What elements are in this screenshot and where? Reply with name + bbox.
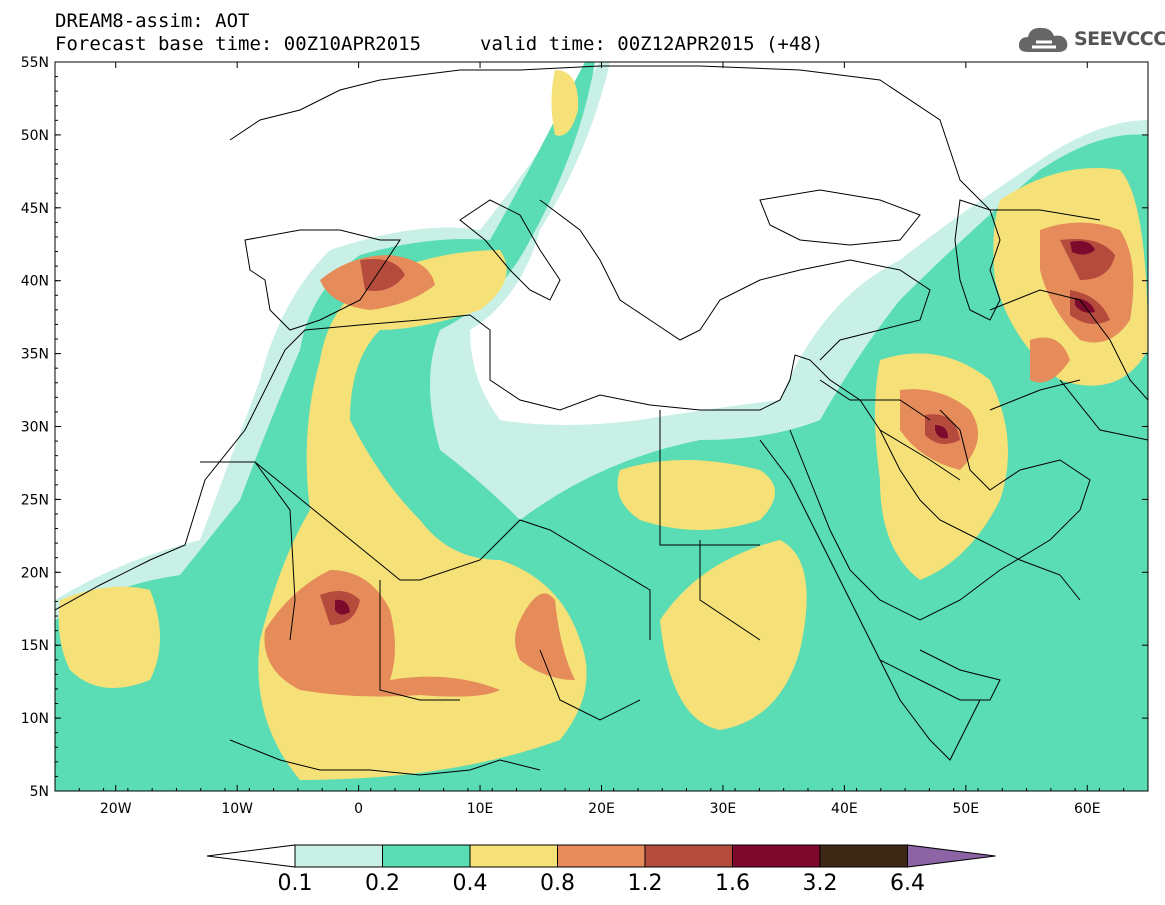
latitude-axis: 55N 50N 45N 40N 35N 30N 25N 20N 15N 10N 5N [21, 55, 1148, 800]
colorbar-label: 0.1 [278, 871, 313, 896]
colorbar-label: 0.2 [365, 871, 400, 896]
lat-label: 5N [30, 784, 49, 800]
colorbar-segment [819, 844, 908, 868]
colorbar-label: 3.2 [803, 871, 838, 896]
italy [459, 199, 561, 301]
colorbar-segment [294, 844, 383, 868]
lat-label: 45N [21, 201, 49, 217]
lon-label: 0 [354, 801, 363, 817]
coastlines [55, 65, 1148, 776]
lon-label: 20W [100, 801, 132, 817]
logo-text: SEEVCCC [1074, 28, 1165, 50]
colorbar-segment [732, 844, 821, 868]
colorbar-under-triangle [206, 844, 296, 868]
lon-label: 60E [1074, 801, 1101, 817]
colorbar: 0.1 0.2 0.4 0.8 1.2 1.6 3.2 6.4 [206, 844, 996, 896]
balkans [539, 199, 931, 361]
iberia [244, 229, 401, 331]
lon-label: 40E [831, 801, 858, 817]
asia-borders [989, 289, 1148, 441]
lon-label: 20E [588, 801, 615, 817]
cloud-icon [1018, 27, 1068, 52]
lat-label: 10N [21, 711, 49, 727]
lat-label: 55N [21, 55, 49, 71]
arabia-coast [789, 409, 1091, 621]
colorbar-segment [382, 844, 471, 868]
europe-north [229, 65, 1101, 221]
mena-borders [819, 379, 961, 481]
colorbar-segment [469, 844, 558, 868]
lon-label: 10W [221, 801, 253, 817]
lat-label: 20N [21, 565, 49, 581]
seevccc-logo: SEEVCCC [1018, 22, 1165, 56]
africa-borders [200, 410, 761, 721]
colorbar-label: 0.8 [540, 871, 575, 896]
lat-label: 15N [21, 638, 49, 654]
colorbar-over-triangle [907, 844, 996, 868]
lat-label: 35N [21, 347, 49, 363]
gulf-guinea [229, 739, 541, 776]
lat-label: 40N [21, 274, 49, 290]
longitude-axis: 20W 10W 0 10E 20E 30E 40E 50E 60E [54, 62, 1149, 817]
forecast-base-time: Forecast base time: 00Z10APR2015 [55, 33, 422, 55]
colorbar-segment [557, 844, 646, 868]
aot-band-1.6 [1070, 241, 1095, 255]
lon-label: 50E [952, 801, 979, 817]
colorbar-segment [644, 844, 733, 868]
colorbar-label: 1.2 [628, 871, 663, 896]
africa-coast [55, 314, 1081, 611]
colorbar-label: 1.6 [715, 871, 750, 896]
caspian [954, 199, 1001, 321]
colorbar-label: 0.4 [453, 871, 488, 896]
red-sea [759, 439, 881, 661]
lon-label: 10E [467, 801, 494, 817]
aot-field [55, 62, 1148, 791]
colorbar-label: 6.4 [890, 871, 925, 896]
gulf-aden [879, 649, 1001, 701]
lat-label: 25N [21, 492, 49, 508]
horn-africa [879, 659, 981, 761]
valid-time: valid time: 00Z12APR2015 (+48) [480, 33, 824, 55]
map-title: DREAM8-assim: AOT [55, 10, 250, 32]
lon-label: 30E [710, 801, 737, 817]
lat-label: 50N [21, 128, 49, 144]
lat-label: 30N [21, 420, 49, 436]
black-sea [759, 189, 921, 246]
